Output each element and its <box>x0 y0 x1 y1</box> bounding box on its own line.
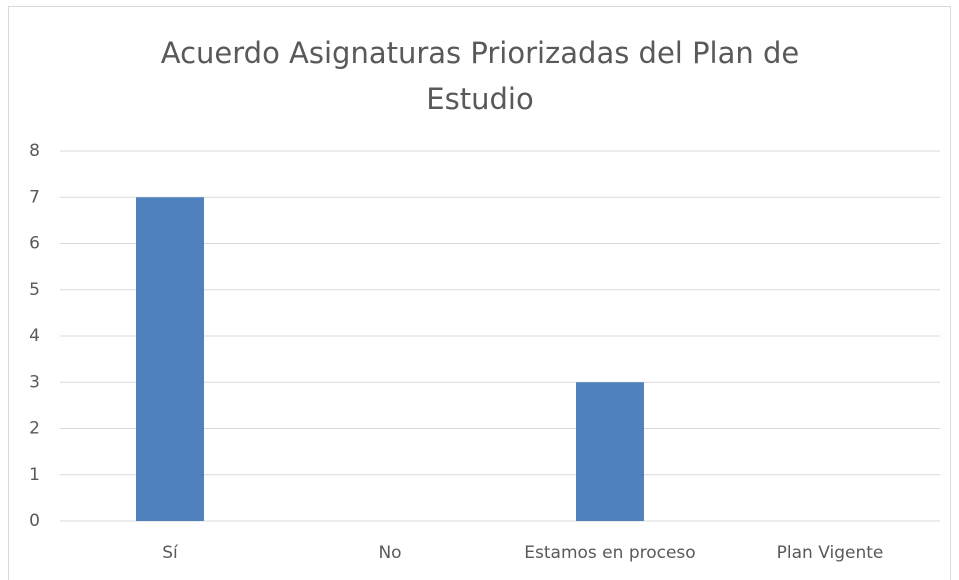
y-tick-label: 4 <box>29 326 40 346</box>
x-tick-label: Plan Vigente <box>777 543 884 563</box>
y-tick-label: 0 <box>29 511 40 531</box>
y-tick-label: 8 <box>29 141 40 161</box>
x-tick-label: Estamos en proceso <box>524 543 695 563</box>
y-tick-label: 2 <box>29 419 40 439</box>
y-tick-label: 7 <box>29 187 40 207</box>
bar <box>136 197 204 521</box>
chart-frame <box>8 6 951 580</box>
chart-title: Acuerdo Asignaturas Priorizadas del Plan… <box>160 36 800 116</box>
x-tick-label: No <box>378 543 401 563</box>
y-tick-label: 5 <box>29 280 40 300</box>
y-tick-label: 3 <box>29 372 40 392</box>
y-tick-label: 6 <box>29 234 40 254</box>
x-tick-label: Sí <box>162 543 179 563</box>
bar <box>576 382 644 521</box>
y-tick-label: 1 <box>29 465 40 485</box>
